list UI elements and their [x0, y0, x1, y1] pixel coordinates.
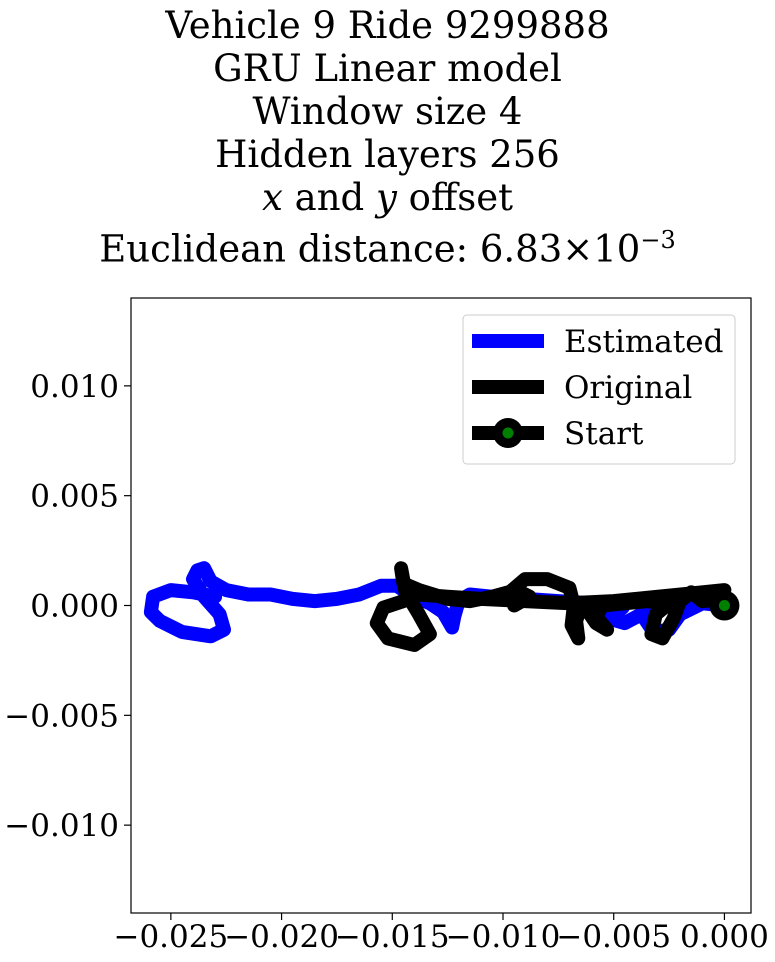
y-tick-label: 0.005: [30, 479, 119, 515]
x-tick-label: −0.020: [224, 919, 339, 955]
x-tick-label: 0.000: [680, 919, 769, 955]
legend-label-original: Original: [564, 370, 692, 406]
y-tick-label: 0.000: [30, 589, 119, 625]
legend: Estimated Original Start: [462, 314, 736, 465]
legend-label-estimated: Estimated: [564, 324, 723, 360]
title-line-1: Vehicle 9 Ride 9299888: [165, 4, 610, 47]
start-marker-center: [718, 600, 730, 611]
x-tick-label: −0.025: [113, 919, 228, 955]
y-tick-label: −0.010: [4, 808, 119, 844]
marker-layer: [709, 590, 740, 621]
series-line-estimated: [143, 561, 732, 644]
title-line-3: Window size 4: [252, 90, 523, 133]
x-tick-label: −0.015: [335, 919, 450, 955]
y-tick-label: −0.005: [4, 698, 119, 734]
legend-label-start: Start: [564, 416, 644, 452]
x-tick-label: −0.005: [556, 919, 671, 955]
x-tick-label: −0.010: [446, 919, 561, 955]
title-line-2: GRU Linear model: [213, 47, 562, 90]
y-tick-label: 0.010: [30, 369, 119, 405]
chart-title: Vehicle 9 Ride 9299888 GRU Linear model …: [0, 4, 775, 270]
series-layer: [143, 561, 732, 652]
legend-start-marker-center: [502, 427, 514, 439]
title-line-4: Hidden layers 256: [215, 133, 560, 176]
title-line-6: Euclidean distance: 6.83×10−3: [99, 226, 676, 271]
series-line-original: [369, 561, 732, 652]
title-line-5: x and y offset: [262, 176, 513, 219]
axis-ticks: 0.0100.0050.000−0.005−0.010−0.025−0.020−…: [4, 369, 769, 955]
